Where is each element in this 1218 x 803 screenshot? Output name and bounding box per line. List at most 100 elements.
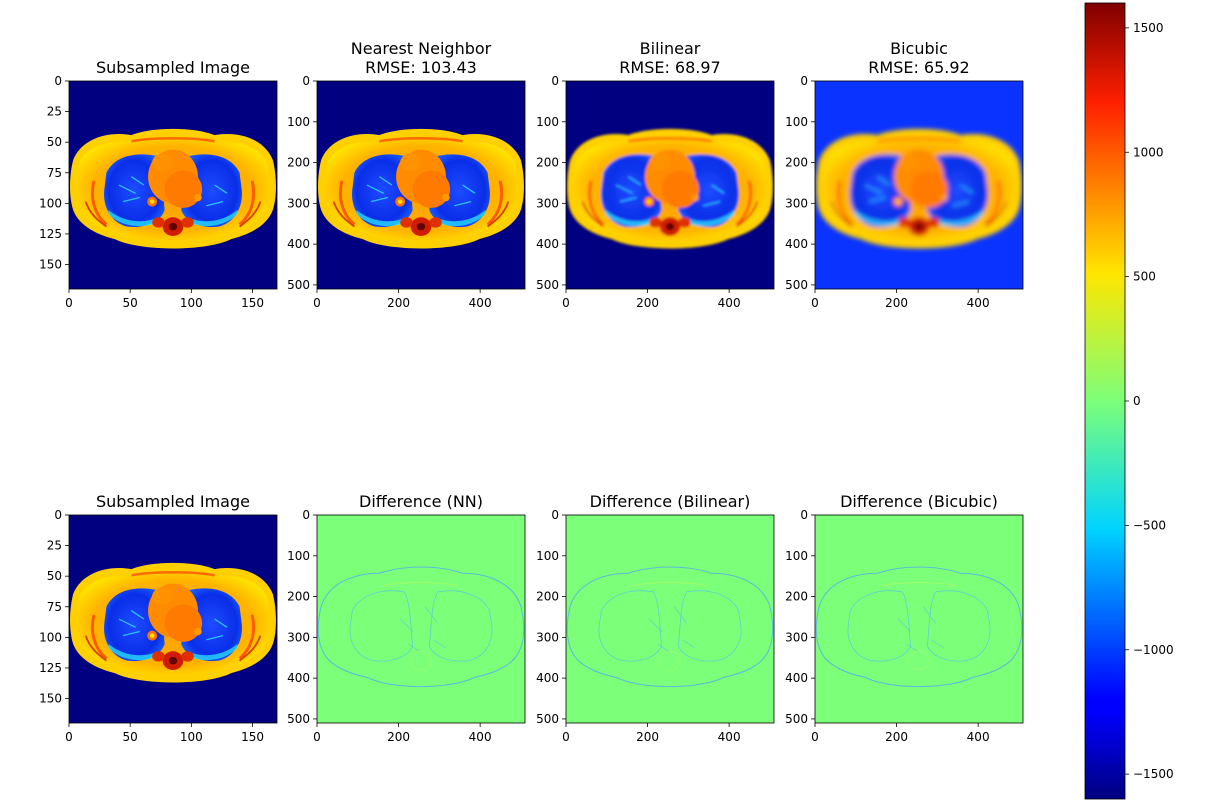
panel-p6: Difference (NN) 0 200 400 0 100 200 300 400 500 <box>287 492 526 744</box>
y-tick-label: 100 <box>785 115 808 129</box>
y-tick-label: 0 <box>54 508 62 522</box>
ct-slice-image <box>815 127 1023 250</box>
panel-p1: Subsampled Image 0 50 100 150 0 25 50 75 100 125 15… <box>39 58 278 310</box>
y-tick-label: 500 <box>536 712 559 726</box>
y-tick-label: 100 <box>287 115 310 129</box>
y-tick-label: 125 <box>39 661 62 675</box>
y-tick-label: 400 <box>287 671 310 685</box>
y-tick-label: 200 <box>287 156 310 170</box>
y-tick-label: 500 <box>536 278 559 292</box>
y-tick-label: 200 <box>785 156 808 170</box>
y-tick-label: 500 <box>785 278 808 292</box>
x-tick-label: 200 <box>636 730 659 744</box>
x-tick-label: 0 <box>313 296 321 310</box>
colorbar-gradient <box>1084 2 1126 800</box>
panel-title: Subsampled Image <box>96 58 250 77</box>
y-tick-label: 500 <box>287 712 310 726</box>
ct-slice-image <box>566 127 774 250</box>
x-tick-label: 0 <box>313 730 321 744</box>
x-tick-label: 0 <box>65 730 73 744</box>
ct-slice-image <box>69 127 277 250</box>
panel-title: Nearest Neighbor <box>351 39 492 58</box>
axes-frame <box>68 514 278 724</box>
axes-frame <box>565 514 775 724</box>
x-tick-label: 0 <box>65 296 73 310</box>
y-tick-label: 50 <box>47 135 62 149</box>
y-tick-label: 300 <box>287 196 310 210</box>
x-tick-label: 50 <box>123 730 138 744</box>
colorbar-ticks: −1500 −1000 −500 0 500 1000 1500 <box>1125 21 1174 781</box>
x-tick-label: 150 <box>241 296 264 310</box>
y-tick-label: 0 <box>551 508 559 522</box>
y-tick-label: 0 <box>302 74 310 88</box>
y-tick-label: 0 <box>302 508 310 522</box>
panel-p7: Difference (Bilinear) 0 200 400 0 100 200 300 40… <box>536 492 775 744</box>
panel-title: Subsampled Image <box>96 492 250 511</box>
axes-frame <box>814 80 1024 290</box>
colorbar-tick-label: 1000 <box>1133 145 1164 159</box>
y-tick-label: 100 <box>39 630 62 644</box>
axes-frame <box>565 80 775 290</box>
x-tick-label: 400 <box>967 730 990 744</box>
y-tick-label: 400 <box>536 671 559 685</box>
panel-p5: Subsampled Image 0 50 100 150 0 25 50 75 100 125 15… <box>39 492 278 744</box>
ct-slice-image <box>317 127 525 250</box>
y-tick-label: 200 <box>536 590 559 604</box>
y-tick-label: 500 <box>785 712 808 726</box>
y-tick-label: 100 <box>39 196 62 210</box>
y-tick-label: 200 <box>536 156 559 170</box>
x-tick-label: 150 <box>241 730 264 744</box>
y-tick-label: 0 <box>54 74 62 88</box>
y-tick-label: 25 <box>47 105 62 119</box>
y-tick-label: 0 <box>551 74 559 88</box>
panel-title: Bilinear <box>640 39 701 58</box>
y-tick-label: 300 <box>287 630 310 644</box>
x-tick-label: 200 <box>387 296 410 310</box>
panel-title: RMSE: 103.43 <box>365 58 477 77</box>
image-background <box>566 515 774 723</box>
y-tick-label: 100 <box>536 115 559 129</box>
x-tick-label: 0 <box>811 730 819 744</box>
y-tick-label: 150 <box>39 258 62 272</box>
x-tick-label: 400 <box>718 730 741 744</box>
axes-frame <box>316 80 526 290</box>
panel-p8: Difference (Bicubic) 0 200 400 0 100 200 300 400… <box>785 492 1024 744</box>
x-tick-label: 400 <box>469 730 492 744</box>
x-tick-label: 100 <box>180 730 203 744</box>
y-tick-label: 150 <box>39 692 62 706</box>
panel-title: Difference (Bicubic) <box>840 492 998 511</box>
y-tick-label: 400 <box>785 671 808 685</box>
y-tick-label: 100 <box>785 549 808 563</box>
colorbar-tick-label: −500 <box>1133 518 1166 532</box>
panel-title: Difference (Bilinear) <box>590 492 751 511</box>
y-tick-label: 400 <box>785 237 808 251</box>
x-tick-label: 200 <box>885 730 908 744</box>
x-tick-label: 200 <box>387 730 410 744</box>
panels-layer: Subsampled Image 0 50 100 150 0 25 50 75 100 125 15… <box>39 39 1024 744</box>
colorbar-tick-label: 500 <box>1133 270 1156 284</box>
y-tick-label: 300 <box>785 630 808 644</box>
y-tick-label: 300 <box>536 630 559 644</box>
y-tick-label: 400 <box>287 237 310 251</box>
y-tick-label: 100 <box>287 549 310 563</box>
axes-frame <box>316 514 526 724</box>
axes-frame <box>814 514 1024 724</box>
y-tick-label: 400 <box>536 237 559 251</box>
colorbar-tick-label: 0 <box>1133 394 1141 408</box>
y-tick-label: 75 <box>47 166 62 180</box>
y-tick-label: 125 <box>39 227 62 241</box>
y-tick-label: 0 <box>800 74 808 88</box>
x-tick-label: 0 <box>562 730 570 744</box>
y-tick-label: 200 <box>785 590 808 604</box>
x-tick-label: 400 <box>718 296 741 310</box>
image-background <box>317 515 525 723</box>
colorbar: −1500 −1000 −500 0 500 1000 1500 <box>1084 2 1174 800</box>
colorbar-tick-label: −1000 <box>1133 643 1174 657</box>
axes-frame <box>68 80 278 290</box>
x-tick-label: 200 <box>885 296 908 310</box>
x-tick-label: 50 <box>123 296 138 310</box>
colorbar-tick-label: −1500 <box>1133 767 1174 781</box>
